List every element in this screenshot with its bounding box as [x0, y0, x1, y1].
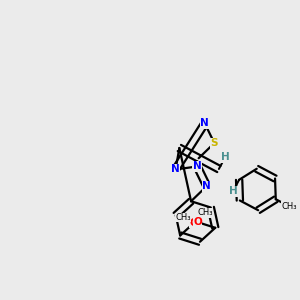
Text: N: N [171, 164, 180, 175]
Text: CH₃: CH₃ [197, 208, 213, 217]
Text: O: O [193, 217, 202, 227]
Text: CH₃: CH₃ [281, 202, 297, 211]
Text: O: O [190, 218, 198, 228]
Text: H: H [229, 186, 237, 196]
Text: H: H [221, 152, 230, 162]
Text: N: N [202, 181, 211, 191]
Text: S: S [211, 138, 218, 148]
Text: N: N [193, 161, 202, 171]
Text: N: N [200, 118, 209, 128]
Text: CH₃: CH₃ [175, 213, 191, 222]
